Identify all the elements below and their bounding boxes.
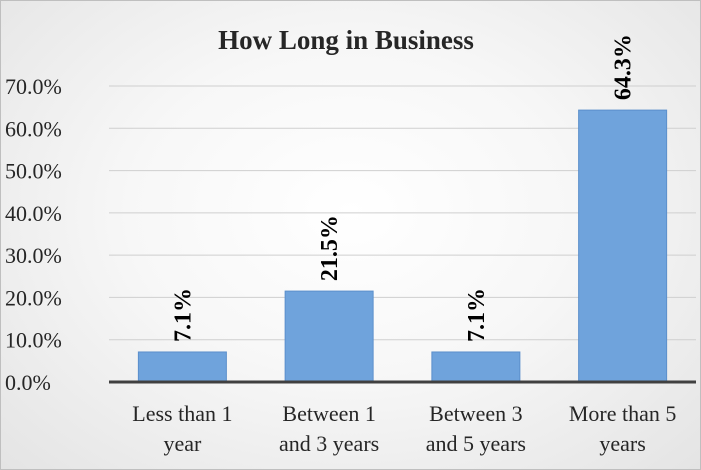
bar xyxy=(284,290,374,383)
y-tick-label: 70.0% xyxy=(5,74,62,99)
category-label: and 3 years xyxy=(279,431,379,456)
bar xyxy=(431,351,521,383)
category-label: and 5 years xyxy=(426,431,526,456)
category-label: Between 1 xyxy=(282,401,375,426)
bar xyxy=(137,351,227,383)
category-label: Less than 1 xyxy=(132,401,232,426)
category-label: year xyxy=(163,431,202,456)
bar xyxy=(578,109,668,383)
bars xyxy=(137,109,668,383)
y-tick-label: 60.0% xyxy=(5,116,62,141)
y-tick-label: 0.0% xyxy=(5,370,51,395)
data-label: 7.1% xyxy=(464,288,490,342)
y-tick-label: 50.0% xyxy=(5,159,62,184)
category-label: Between 3 xyxy=(429,401,522,426)
category-label: More than 5 xyxy=(569,401,677,426)
category-label: years xyxy=(599,431,645,456)
data-labels: 7.1% 21.5% 7.1% 64.3% xyxy=(170,34,636,342)
gridlines xyxy=(109,85,696,341)
y-tick-label: 30.0% xyxy=(5,243,62,268)
data-label: 64.3% xyxy=(611,34,637,100)
y-tick-label: 40.0% xyxy=(5,201,62,226)
data-label: 7.1% xyxy=(170,288,196,342)
chart-title: How Long in Business xyxy=(218,25,474,55)
x-axis-categories: Less than 1 year Between 1 and 3 years Betwe… xyxy=(132,401,676,456)
y-tick-label: 20.0% xyxy=(5,285,62,310)
y-tick-label: 10.0% xyxy=(5,328,62,353)
data-label: 21.5% xyxy=(317,215,343,281)
y-axis-ticks: 0.0% 10.0% 20.0% 30.0% 40.0% 50.0% 60.0% 70.0% xyxy=(5,74,62,395)
